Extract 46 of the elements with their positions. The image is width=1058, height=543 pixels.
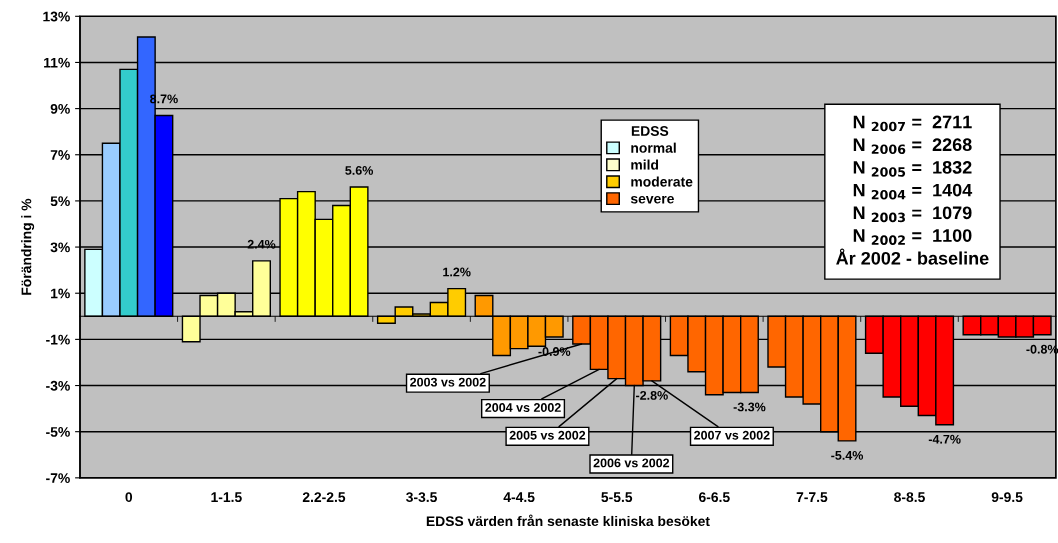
data-label: -4.7% bbox=[928, 434, 961, 444]
y-tick-label: 9% bbox=[50, 103, 70, 114]
text: 2007 vs 2002 bbox=[694, 430, 770, 440]
y-tick-label: 11% bbox=[44, 57, 70, 68]
x-tick-label: 7-7.5 bbox=[796, 492, 828, 503]
annotation: N $_{2005}$ = 1832 bbox=[853, 160, 972, 177]
legend-label: moderate bbox=[631, 176, 693, 187]
data-label: 5.6% bbox=[345, 166, 374, 175]
x-tick-label: 8-8.5 bbox=[894, 492, 925, 503]
annotation: N $_{2002}$ = 1100 bbox=[853, 229, 972, 245]
x-tick-label: 0 bbox=[125, 492, 133, 503]
y-tick-label: 13% bbox=[43, 11, 70, 22]
annotation: N $_{2006}$ = 2268 bbox=[853, 138, 972, 155]
x-tick-label: 5-5.5 bbox=[601, 492, 633, 503]
x-tick-label: 9-9.5 bbox=[991, 492, 1023, 503]
x-tick-label: 4-4.5 bbox=[503, 492, 535, 503]
data-label: -2.8% bbox=[636, 390, 668, 400]
y-tick-label: -1% bbox=[46, 334, 70, 345]
text: 2005 vs 2002 bbox=[509, 430, 586, 440]
data-label: 1.2% bbox=[443, 267, 471, 277]
annotation: N $_{2003}$ = 1079 bbox=[853, 206, 972, 223]
text: 2004 vs 2002 bbox=[485, 403, 561, 412]
data-label: -5.4% bbox=[831, 451, 864, 460]
y-axis-title: Förändring i % bbox=[21, 198, 35, 295]
text: 2006 vs 2002 bbox=[593, 458, 670, 468]
x-tick-label: 1-1.5 bbox=[211, 492, 242, 503]
y-tick-label: 5% bbox=[50, 196, 70, 207]
legend-label: normal bbox=[631, 142, 676, 153]
x-tick-label: 2.2-2.5 bbox=[302, 492, 346, 503]
y-tick-label: 1% bbox=[51, 288, 70, 299]
data-label: -3.3% bbox=[733, 402, 766, 412]
x-tick-label: 3-3.5 bbox=[406, 492, 437, 503]
legend-label: mild bbox=[631, 159, 659, 170]
legend-title: EDSS bbox=[631, 126, 669, 136]
y-tick-label: -3% bbox=[46, 380, 70, 391]
legend-label: severe bbox=[630, 195, 674, 204]
x-axis-title: EDSS värden från senaste kliniska besöket bbox=[426, 514, 710, 527]
y-tick-label: 7% bbox=[50, 150, 70, 160]
annotation: N $_{2004}$ = 1404 bbox=[853, 183, 973, 200]
y-tick-label: -5% bbox=[46, 427, 70, 437]
annotation: År 2002 - baseline bbox=[836, 248, 989, 265]
x-tick-label: 6-6.5 bbox=[699, 492, 730, 503]
y-tick-label: 3% bbox=[50, 242, 70, 253]
y-tick-label: -7% bbox=[46, 473, 70, 483]
text: 2003 vs 2002 bbox=[410, 377, 486, 387]
annotation: N $_{2007}$ = 2711 bbox=[853, 115, 972, 132]
